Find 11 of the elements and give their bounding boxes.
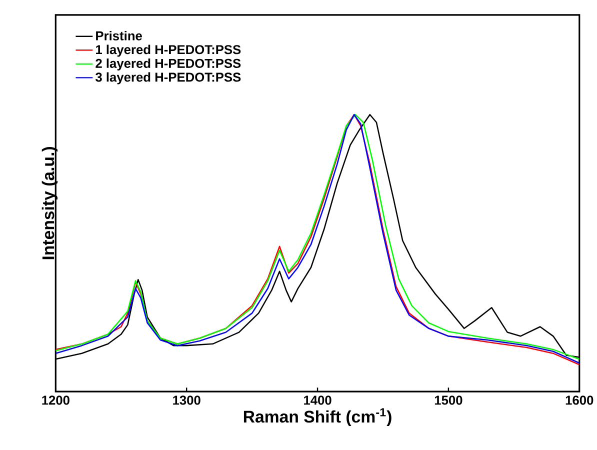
- legend-label: Pristine: [96, 30, 142, 40]
- x-tick-label: 1500: [434, 396, 462, 405]
- x-axis-title: Raman Shift (cm$^{-1}$): [244, 408, 392, 426]
- x-tick-label: 1400: [304, 396, 332, 405]
- legend-label: 3 layered H-PEDOT:PSS: [95, 72, 241, 84]
- y-axis-title: Intensity (a.u.): [42, 146, 58, 260]
- legend-label: 2 layered H-PEDOT:PSS: [96, 58, 241, 70]
- x-tick-label: 1200: [42, 396, 70, 405]
- legend-label: 1 layered H-PEDOT:PSS: [96, 44, 241, 57]
- x-tick-label: 1300: [173, 396, 200, 405]
- x-tick-label: 1600: [566, 396, 594, 405]
